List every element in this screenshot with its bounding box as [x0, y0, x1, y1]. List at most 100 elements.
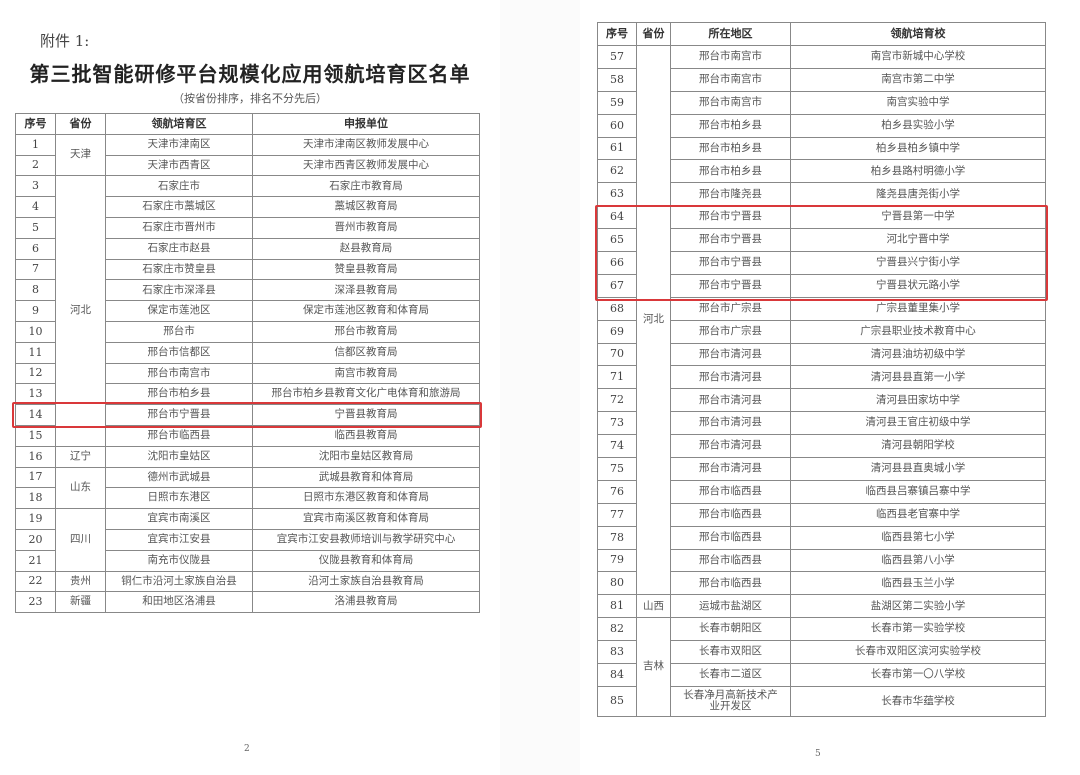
province-cell: 山西	[636, 594, 671, 619]
district-cell: 邢台市清河县	[670, 342, 791, 367]
left-page: 附件 1: 第三批智能研修平台规模化应用领航培育区名单 （按省份排序，排名不分先…	[0, 0, 500, 775]
district-cell: 邢台市广宗县	[670, 296, 791, 321]
row-number: 80	[597, 571, 637, 596]
table-row: 2 天津市西青区 天津市西青区教师发展中心	[15, 154, 480, 177]
district-cell: 邢台市信都区	[105, 341, 253, 364]
table-row: 22 贵州 铜仁市沿河土家族自治县 沿河土家族自治县教育局	[15, 570, 480, 593]
table-row: 61 邢台市柏乡县 柏乡县柏乡镇中学	[597, 136, 1046, 161]
table-row: 13 邢台市柏乡县 邢台市柏乡县教育文化广电体育和旅游局	[15, 383, 480, 406]
district-cell: 德州市武城县	[105, 466, 253, 489]
unit-cell: 晋州市教育局	[252, 216, 480, 239]
unit-cell: 天津市西青区教师发展中心	[252, 154, 480, 177]
unit-cell: 清河县王官庄初级中学	[790, 411, 1046, 436]
district-cell: 长春市二道区	[670, 663, 791, 687]
row-number: 73	[597, 411, 637, 436]
province-cell: 天津	[55, 133, 106, 177]
district-cell: 石家庄市赵县	[105, 237, 253, 260]
province-cell: 河北	[55, 175, 106, 447]
unit-cell: 清河县田家坊中学	[790, 388, 1046, 413]
row-number: 21	[15, 549, 56, 572]
district-cell: 邢台市南宫市	[105, 362, 253, 385]
row-number: 84	[597, 663, 637, 687]
unit-cell: 柏乡县柏乡镇中学	[790, 136, 1046, 161]
row-number: 62	[597, 159, 637, 184]
table-row: 12 邢台市南宫市 南宫市教育局	[15, 362, 480, 385]
table-row: 60 邢台市柏乡县 柏乡县实验小学	[597, 113, 1046, 138]
unit-cell: 深泽县教育局	[252, 279, 480, 302]
district-cell: 邢台市宁晋县	[670, 273, 791, 298]
unit-cell: 宁晋县第一中学	[790, 205, 1046, 230]
table-header-row: 序号 省份 领航培育区 申报单位	[15, 113, 480, 135]
unit-cell: 南宫市教育局	[252, 362, 480, 385]
row-number: 58	[597, 67, 637, 92]
unit-cell: 隆尧县唐尧街小学	[790, 182, 1046, 207]
district-cell: 石家庄市晋州市	[105, 216, 253, 239]
unit-cell: 宁晋县教育局	[252, 404, 480, 426]
unit-cell: 柏乡县实验小学	[790, 113, 1046, 138]
row-number: 78	[597, 525, 637, 550]
district-cell: 邢台市清河县	[670, 457, 791, 481]
schools-table: 序号 省份 所在地区 领航培育校 57 河北 邢台市南宫市 南宫市新城中心学校 58 邢台…	[597, 22, 1046, 717]
district-cell: 石家庄市深泽县	[105, 279, 253, 302]
unit-cell: 柏乡县路村明德小学	[790, 159, 1046, 184]
district-cell: 邢台市宁晋县	[670, 205, 791, 230]
unit-cell: 广宗县职业技术教育中心	[790, 319, 1046, 344]
row-number: 19	[15, 508, 56, 530]
unit-cell: 盐湖区第二实验小学	[790, 594, 1046, 619]
district-cell: 长春净月高新技术产业开发区	[670, 685, 791, 717]
table-row: 63 邢台市隆尧县 隆尧县唐尧街小学	[597, 182, 1046, 207]
row-number: 71	[597, 365, 637, 390]
unit-cell: 宁晋县状元路小学	[790, 273, 1046, 298]
districts-table: 序号 省份 领航培育区 申报单位 1 天津 天津市津南区 天津市津南区教师发展中心 2 天…	[15, 113, 480, 614]
row-number: 64	[597, 205, 637, 230]
row-number: 76	[597, 479, 637, 504]
district-cell: 邢台市宁晋县	[105, 404, 253, 426]
district-cell: 保定市莲池区	[105, 300, 253, 322]
unit-cell: 沈阳市皇姑区教育局	[252, 445, 480, 468]
row-number: 63	[597, 182, 637, 207]
row-number: 68	[597, 296, 637, 321]
row-number: 11	[15, 341, 56, 364]
attachment-label: 附件 1:	[40, 32, 90, 50]
district-cell: 南充市仪陇县	[105, 549, 253, 572]
unit-cell: 宁晋县兴宁街小学	[790, 251, 1046, 275]
district-cell: 邢台市南宫市	[670, 90, 791, 115]
table-row: 9 保定市莲池区 保定市莲池区教育和体育局	[15, 300, 480, 322]
unit-cell: 石家庄市教育局	[252, 175, 480, 198]
row-number: 20	[15, 528, 56, 551]
header-district: 领航培育区	[105, 113, 253, 135]
table-row: 69 邢台市广宗县 广宗县职业技术教育中心	[597, 319, 1046, 344]
row-number: 14	[15, 404, 56, 426]
table-row: 73 邢台市清河县 清河县王官庄初级中学	[597, 411, 1046, 436]
row-number: 77	[597, 502, 637, 527]
table-row: 6 石家庄市赵县 赵县教育局	[15, 237, 480, 260]
header-province: 省份	[55, 113, 106, 135]
right-page: 序号 省份 所在地区 领航培育校 57 河北 邢台市南宫市 南宫市新城中心学校 58 邢台…	[580, 0, 1080, 775]
page-number: 5	[815, 749, 821, 759]
row-number: 3	[15, 175, 56, 198]
unit-cell: 宜宾市江安县教师培训与教学研究中心	[252, 528, 480, 551]
table-row: 14 邢台市宁晋县 宁晋县教育局	[15, 404, 480, 426]
district-cell: 宜宾市江安县	[105, 528, 253, 551]
row-number: 60	[597, 113, 637, 138]
row-number: 16	[15, 445, 56, 468]
unit-cell: 清河县县直第一小学	[790, 365, 1046, 390]
table-row: 10 邢台市 邢台市教育局	[15, 320, 480, 343]
table-row: 16 辽宁 沈阳市皇姑区 沈阳市皇姑区教育局	[15, 445, 480, 468]
table-row: 18 日照市东港区 日照市东港区教育和体育局	[15, 487, 480, 510]
table-row: 15 邢台市临西县 临西县教育局	[15, 424, 480, 447]
district-cell: 邢台市南宫市	[670, 45, 791, 69]
row-number: 18	[15, 487, 56, 510]
unit-cell: 赞皇县教育局	[252, 258, 480, 281]
unit-cell: 日照市东港区教育和体育局	[252, 487, 480, 510]
district-cell: 邢台市柏乡县	[670, 159, 791, 184]
header-school: 领航培育校	[790, 22, 1046, 46]
district-cell: 邢台市清河县	[670, 434, 791, 459]
district-cell: 邢台市广宗县	[670, 319, 791, 344]
province-cell: 四川	[55, 508, 106, 572]
district-cell: 邢台市柏乡县	[670, 113, 791, 138]
unit-cell: 仪陇县教育和体育局	[252, 549, 480, 572]
unit-cell: 清河县朝阳学校	[790, 434, 1046, 459]
district-cell: 长春市朝阳区	[670, 617, 791, 642]
district-cell: 石家庄市	[105, 175, 253, 198]
